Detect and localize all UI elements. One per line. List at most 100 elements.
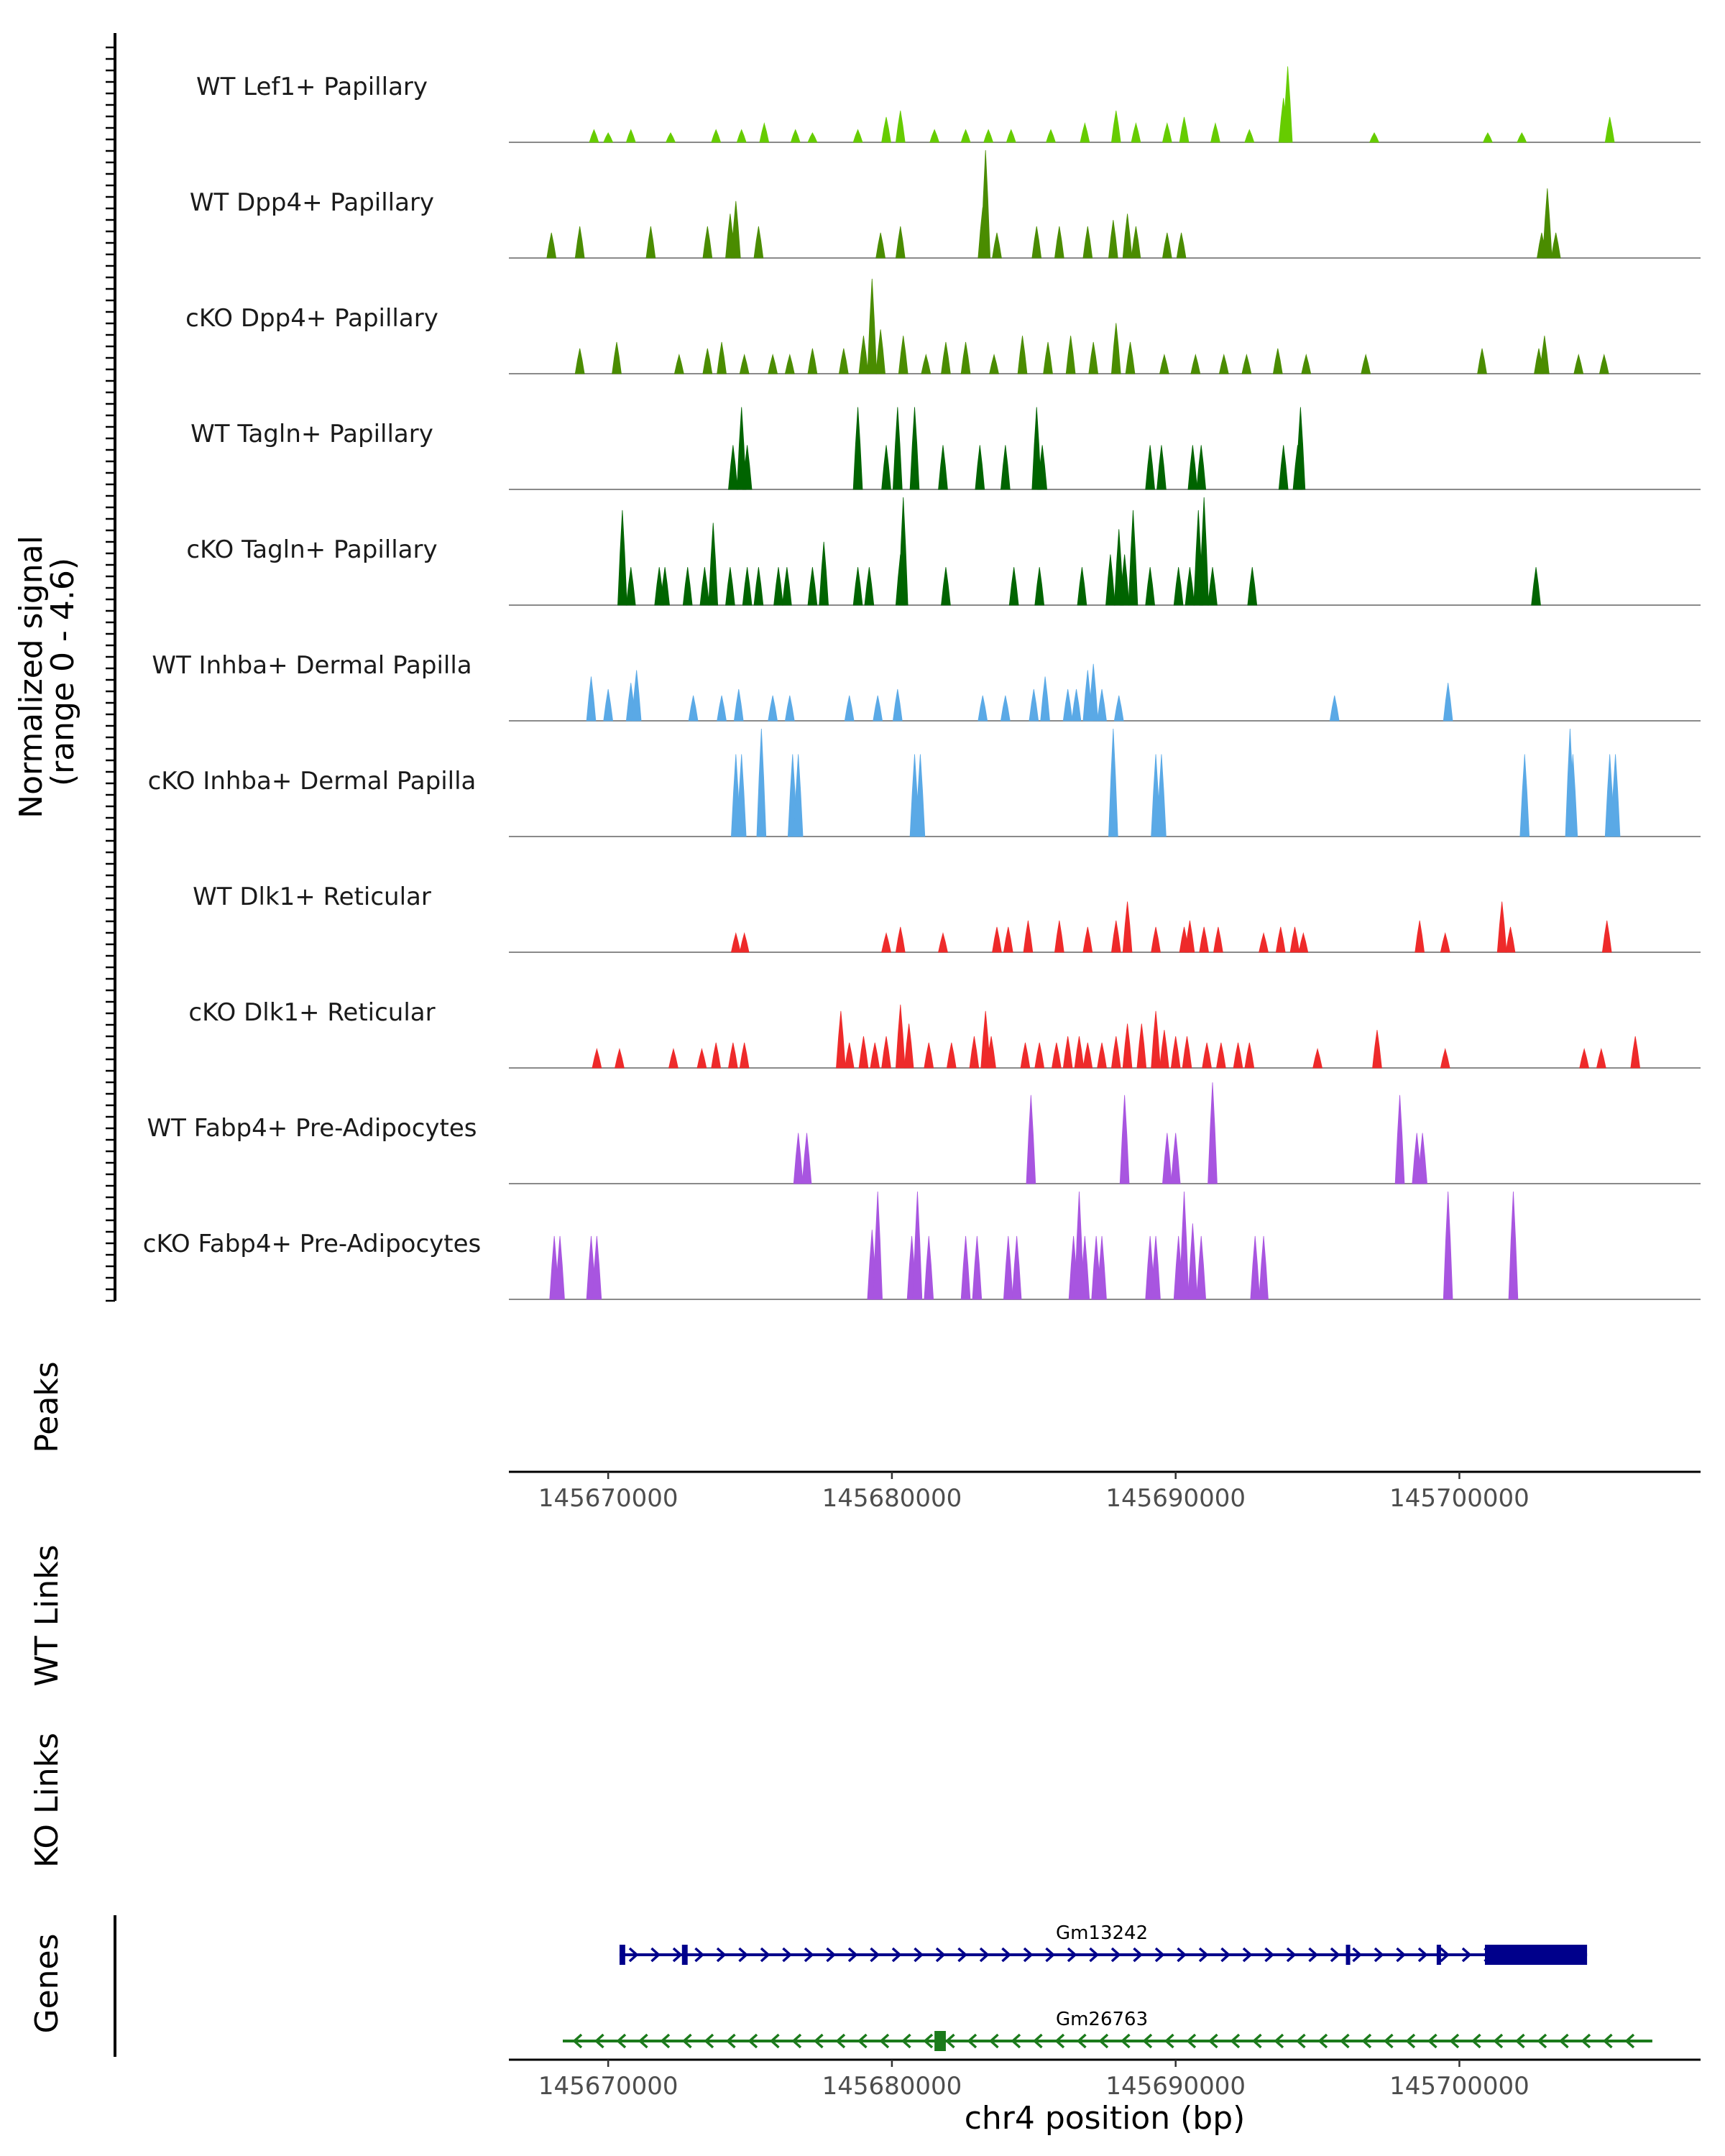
signal-peak (793, 754, 804, 837)
signal-peak (1113, 695, 1124, 722)
signal-peak (898, 336, 908, 374)
signal-peak (739, 354, 750, 374)
signal-peak (631, 670, 642, 722)
signal-peak (895, 226, 906, 259)
signal-peak (1159, 354, 1169, 374)
signal-peak (836, 1010, 846, 1069)
strand-arrow (847, 1947, 858, 1963)
signal-peak (1250, 1235, 1261, 1300)
signal-peak (1496, 901, 1507, 953)
strand-arrow (672, 1947, 683, 1963)
signal-peak (645, 226, 656, 259)
strand-arrow (1142, 2033, 1153, 2049)
signal-peak (1074, 1036, 1085, 1069)
strand-arrow (879, 2033, 890, 2049)
strand-arrow (1264, 1947, 1275, 1963)
track-label: WT Inhba+ Dermal Papilla (152, 651, 472, 680)
signal-peak (1275, 926, 1286, 953)
signal-peak (1182, 1036, 1192, 1069)
signal-peak (730, 932, 741, 953)
signal-peak (1517, 132, 1527, 143)
signal-peak (1208, 1082, 1218, 1184)
signal-peak (1082, 226, 1093, 259)
signal-peak (1088, 341, 1099, 374)
signal-peak (801, 1133, 812, 1184)
track-label: cKO Tagln+ Papillary (186, 535, 437, 564)
signal-peak (986, 1036, 996, 1069)
signal-peak (1531, 567, 1541, 606)
signal-peak (1017, 336, 1028, 374)
signal-peak (881, 116, 891, 143)
signal-peak (1110, 1036, 1121, 1069)
signal-peak (1540, 336, 1550, 374)
signal-peak (873, 695, 883, 722)
signal-peak (1110, 920, 1121, 953)
track-label: WT Lef1+ Papillary (196, 73, 428, 101)
strand-arrow (1251, 2033, 1262, 2049)
signal-peak (592, 1235, 602, 1300)
strand-arrow (1396, 1947, 1407, 1963)
strand-arrow (1374, 1947, 1384, 1963)
signal-peak (603, 688, 614, 722)
signal-peak (756, 728, 767, 837)
wt-links-panel-label: WT Links (29, 1544, 65, 1686)
track-wt-fabp4-pre-adipocytes: WT Fabp4+ Pre-Adipocytes (147, 1082, 1701, 1184)
strand-arrow (1067, 1947, 1077, 1963)
strand-arrow (594, 2033, 604, 2049)
signal-peak (589, 129, 599, 143)
signal-peak (838, 348, 849, 374)
signal-peak (898, 497, 908, 606)
signal-peak (892, 688, 903, 722)
signal-peak (759, 122, 770, 143)
y-axis-title: Normalized signal (range 0 - 4.6) (13, 525, 81, 819)
strand-arrow (638, 2033, 648, 2049)
signal-peak (895, 926, 906, 953)
signal-peak (1119, 1095, 1130, 1184)
signal-peak (1000, 695, 1011, 722)
signal-peak (666, 132, 676, 143)
strand-arrow (1440, 1947, 1450, 1963)
signal-peak (924, 1042, 934, 1069)
signal-peak (782, 567, 792, 606)
signal-peak (1136, 1023, 1147, 1069)
signal-peak (739, 1042, 750, 1069)
strand-arrow (760, 1947, 770, 1963)
signal-peak (1162, 1133, 1172, 1184)
track-cko-tagln-papillary: cKO Tagln+ Papillary (186, 497, 1701, 606)
signal-peak (1031, 226, 1042, 259)
coverage-tracks: WT Lef1+ Papillary WT Dpp4+ Papillary cKO … (143, 66, 1701, 1300)
signal-peak (1054, 226, 1064, 259)
strand-arrow (1361, 2033, 1372, 2049)
gene-gm26763: Gm26763 (563, 2009, 1652, 2051)
signal-peak (938, 445, 948, 490)
signal-peak (790, 129, 801, 143)
signal-peak (975, 445, 985, 490)
genes-panel-label: Genes (29, 1933, 65, 2033)
track-label: cKO Fabp4+ Pre-Adipocytes (143, 1230, 482, 1258)
signal-peak (1082, 1042, 1093, 1069)
genes-x-axis-ticks: 145670000 145680000 145690000 145700000 (538, 2060, 1530, 2101)
signal-peak (960, 1235, 971, 1300)
signal-peak (1215, 1042, 1226, 1069)
ko-links-panel-label: KO Links (29, 1733, 65, 1868)
signal-peak (625, 129, 636, 143)
signal-peak (1190, 354, 1201, 374)
strand-arrow (704, 2033, 714, 2049)
signal-peak (1573, 354, 1584, 374)
signal-peak (1000, 445, 1011, 490)
signal-peak (727, 1042, 738, 1069)
signal-peak (895, 110, 906, 143)
signal-peak (555, 1235, 565, 1300)
strand-arrow (1120, 2033, 1131, 2049)
strand-arrow (826, 1947, 837, 1963)
strand-arrow (1098, 2033, 1109, 2049)
signal-peak (807, 132, 818, 143)
strand-arrow (901, 2033, 911, 2049)
strand-arrow (1427, 2033, 1438, 2049)
signal-peak (1233, 1042, 1243, 1069)
signal-peak (1282, 66, 1293, 143)
signal-peak (1519, 754, 1530, 837)
peaks-x-axis-ticks: 145670000 145680000 145690000 145700000 (538, 1472, 1530, 1513)
signal-peak (1145, 567, 1156, 606)
